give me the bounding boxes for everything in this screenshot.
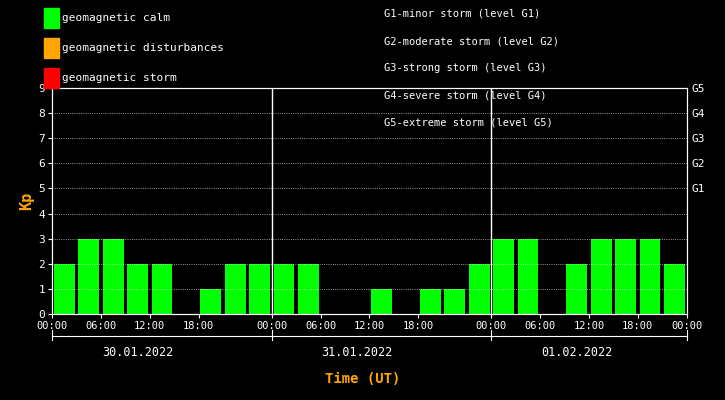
Bar	[493, 239, 514, 314]
Text: 01.02.2022: 01.02.2022	[541, 346, 613, 359]
Text: G1-minor storm (level G1): G1-minor storm (level G1)	[384, 9, 541, 19]
Text: Time (UT): Time (UT)	[325, 372, 400, 386]
Bar	[639, 239, 660, 314]
Bar	[566, 264, 587, 314]
Text: G2-moderate storm (level G2): G2-moderate storm (level G2)	[384, 36, 559, 46]
Bar	[152, 264, 173, 314]
Text: 30.01.2022: 30.01.2022	[102, 346, 173, 359]
Text: 31.01.2022: 31.01.2022	[322, 346, 393, 359]
Text: geomagnetic calm: geomagnetic calm	[62, 13, 170, 23]
Bar	[469, 264, 489, 314]
Bar	[200, 289, 221, 314]
Text: geomagnetic disturbances: geomagnetic disturbances	[62, 43, 223, 53]
Bar	[420, 289, 441, 314]
Bar	[298, 264, 319, 314]
Text: G4-severe storm (level G4): G4-severe storm (level G4)	[384, 91, 547, 101]
Bar	[371, 289, 392, 314]
Text: G3-strong storm (level G3): G3-strong storm (level G3)	[384, 64, 547, 74]
Bar	[103, 239, 123, 314]
Text: geomagnetic storm: geomagnetic storm	[62, 73, 176, 83]
Bar	[664, 264, 684, 314]
Bar	[444, 289, 465, 314]
Bar	[518, 239, 539, 314]
Bar	[689, 239, 709, 314]
Bar	[54, 264, 75, 314]
Bar	[249, 264, 270, 314]
Text: G5-extreme storm (level G5): G5-extreme storm (level G5)	[384, 118, 553, 128]
Y-axis label: Kp: Kp	[20, 192, 34, 210]
Bar	[591, 239, 612, 314]
Bar	[127, 264, 148, 314]
Bar	[225, 264, 246, 314]
Bar	[78, 239, 99, 314]
Bar	[273, 264, 294, 314]
Bar	[616, 239, 636, 314]
